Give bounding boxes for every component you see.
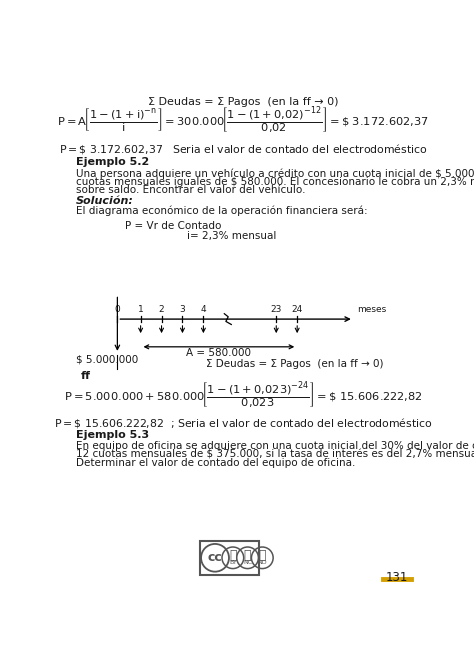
- Text: $ 5.000.000: $ 5.000.000: [76, 354, 138, 364]
- Text: Determinar el valor de contado del equipo de oficina.: Determinar el valor de contado del equip…: [76, 458, 356, 468]
- Text: 1: 1: [138, 305, 144, 314]
- Text: ND: ND: [257, 560, 267, 565]
- Text: 23: 23: [271, 305, 282, 314]
- Text: 4: 4: [201, 305, 206, 314]
- Text: 0: 0: [115, 305, 120, 314]
- Text: Solución:: Solución:: [76, 196, 134, 206]
- Text: El diagrama económico de la operación financiera será:: El diagrama económico de la operación fi…: [76, 206, 368, 216]
- Text: 3: 3: [180, 305, 185, 314]
- Text: ff: ff: [81, 371, 91, 381]
- Text: Ⓢ: Ⓢ: [244, 549, 251, 562]
- Text: i= 2,3% mensual: i= 2,3% mensual: [187, 230, 276, 241]
- Text: $\mathrm{P = 5.000.000 + 580.000\!\left[\dfrac{1-(1+0{,}023)^{-24}}{0{,}023}\rig: $\mathrm{P = 5.000.000 + 580.000\!\left[…: [64, 381, 422, 411]
- Text: NC: NC: [243, 560, 252, 565]
- Text: En equipo de oficina se adquiere con una cuota inicial del 30% del valor de cont: En equipo de oficina se adquiere con una…: [76, 441, 474, 451]
- Text: Σ Deudas = Σ Pagos  (en la ff → 0): Σ Deudas = Σ Pagos (en la ff → 0): [207, 359, 384, 369]
- Text: 131: 131: [386, 571, 408, 584]
- Text: cc: cc: [208, 551, 222, 564]
- Text: sobre saldo. Encontrar el valor del vehículo.: sobre saldo. Encontrar el valor del vehí…: [76, 185, 306, 195]
- Text: Ejemplo 5.2: Ejemplo 5.2: [76, 157, 150, 168]
- Text: Una persona adquiere un vehículo a crédito con una cuota inicial de $ 5.000.000 : Una persona adquiere un vehículo a crédi…: [76, 168, 474, 179]
- Text: 24: 24: [292, 305, 303, 314]
- Text: Ⓝ: Ⓝ: [258, 549, 266, 562]
- Text: BY: BY: [229, 560, 237, 565]
- Text: Σ Deudas = Σ Pagos  (en la ff → 0): Σ Deudas = Σ Pagos (en la ff → 0): [148, 97, 338, 107]
- Text: Ejemplo 5.3: Ejemplo 5.3: [76, 430, 149, 440]
- Text: meses: meses: [357, 305, 386, 314]
- Text: $\mathrm{P = A\!\left[\dfrac{1-(1+i)^{-n}}{i}\right] = 300.000\!\left[\dfrac{1-(: $\mathrm{P = A\!\left[\dfrac{1-(1+i)^{-n…: [57, 105, 429, 136]
- Text: 12 cuotas mensuales de $ 375.000, si la tasa de interés es del 2,7% mensual.: 12 cuotas mensuales de $ 375.000, si la …: [76, 449, 474, 459]
- Text: A = 580.000: A = 580.000: [186, 348, 251, 358]
- Text: 2: 2: [159, 305, 164, 314]
- Text: $\mathrm{P = \$\ 3.172.602{,}37}$   Seria el valor de contado del electrodomésti: $\mathrm{P = \$\ 3.172.602{,}37}$ Seria …: [59, 142, 427, 156]
- Text: Ⓡ: Ⓡ: [229, 549, 237, 562]
- Text: cuotas mensuales iguales de $ 580.000. El concesionario le cobra un 2,3% mensual: cuotas mensuales iguales de $ 580.000. E…: [76, 177, 474, 187]
- Text: P = Vr de Contado: P = Vr de Contado: [125, 220, 221, 230]
- Text: $\mathrm{P = \$\ 15.606.222{,}82}$  ; Seria el valor de contado del electrodomés: $\mathrm{P = \$\ 15.606.222{,}82}$ ; Ser…: [54, 416, 432, 430]
